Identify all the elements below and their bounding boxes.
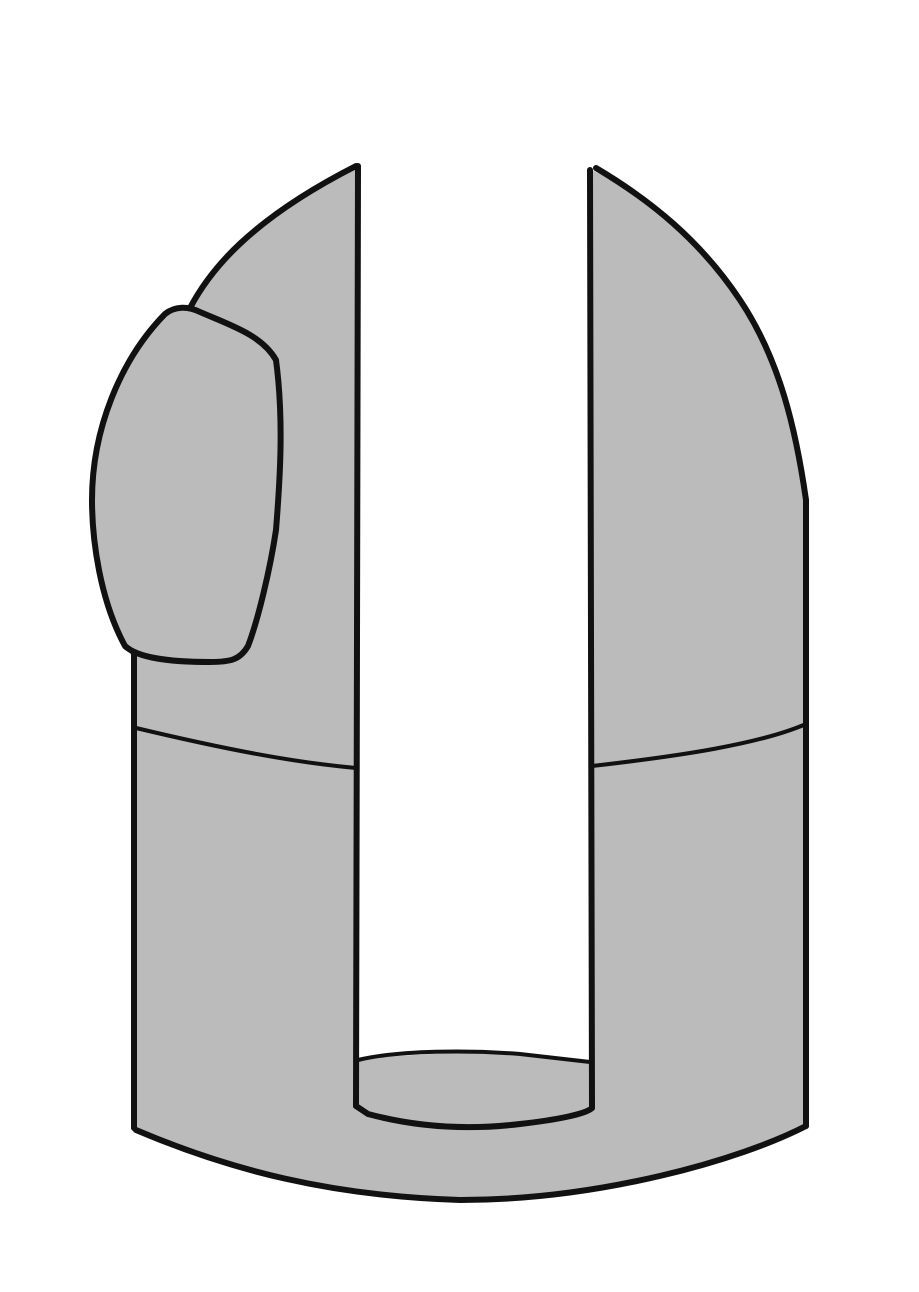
slot-floor-back-curve <box>356 1049 592 1064</box>
right-band-line <box>590 722 808 768</box>
bottom-outer-curve <box>133 1123 809 1203</box>
slot-floor-fill <box>358 1051 592 1127</box>
right-dome-edge <box>593 165 809 503</box>
slot-floor-front-curve <box>353 1103 595 1131</box>
slot-opening <box>358 168 592 1062</box>
right-slot-wall <box>587 167 595 1111</box>
left-band-line <box>134 726 358 770</box>
left-knob-fill <box>92 307 281 662</box>
left-knob-outline <box>89 304 284 665</box>
left-dome-edge <box>187 163 359 311</box>
left-slot-wall <box>353 163 361 1109</box>
